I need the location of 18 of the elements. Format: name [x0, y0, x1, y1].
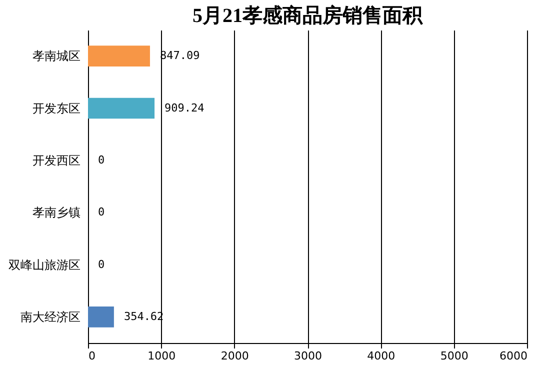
y-tick-label: 南大经济区	[20, 310, 80, 324]
y-tick-label: 孝南城区	[32, 49, 80, 64]
x-tick-label: 2000	[220, 350, 249, 362]
y-tick-label: 孝南乡镇	[32, 206, 80, 220]
data-label: 0	[98, 206, 105, 219]
x-tick-label: 4000	[367, 350, 396, 362]
y-tick-label: 开发东区	[32, 101, 80, 116]
x-tick-label: 3000	[294, 350, 322, 362]
data-label: 0	[98, 153, 105, 166]
x-tick-label: 1000	[148, 350, 176, 362]
data-label: 0	[98, 258, 105, 271]
y-tick-label: 开发西区	[32, 153, 80, 168]
x-tick-label: 0	[88, 350, 96, 362]
chart-title: 5月21孝感商品房销售面积	[192, 4, 424, 27]
x-tick-label: 6000	[500, 350, 528, 362]
x-tick-label: 5000	[440, 350, 468, 362]
y-tick-label: 双峰山旅游区	[8, 258, 80, 272]
data-label: 909.24	[164, 101, 205, 114]
